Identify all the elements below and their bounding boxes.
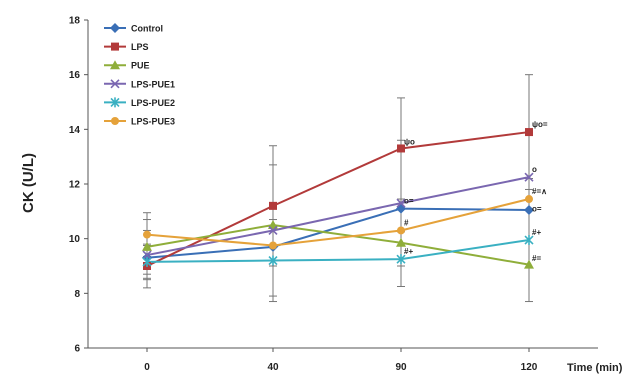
data-point [110, 60, 120, 70]
data-point [110, 97, 120, 108]
series-line [146, 223, 530, 266]
legend-label: LPS-PUE2 [131, 98, 175, 108]
data-point [396, 198, 406, 208]
data-point [268, 225, 278, 236]
data-point [111, 42, 119, 51]
data-point [269, 241, 277, 250]
data-point [525, 195, 533, 204]
x-tick-label: 0 [144, 362, 150, 373]
significance-annotation: #+ [404, 247, 413, 256]
data-point [269, 201, 277, 210]
y-tick-label: 10 [69, 234, 81, 245]
x-tick-label: 120 [521, 362, 538, 373]
significance-annotation: #=∧ [532, 187, 547, 196]
data-point [525, 128, 533, 137]
significance-annotation: #= [532, 254, 541, 263]
data-point [524, 204, 534, 215]
significance-annotation: ψο [404, 138, 415, 147]
data-point [396, 254, 406, 265]
series-line [146, 131, 530, 267]
significance-annotation: ο= [404, 196, 414, 205]
data-point [397, 144, 405, 153]
data-point [143, 230, 151, 239]
series-line [146, 207, 530, 259]
y-axis-label: CK (U/L) [20, 153, 37, 213]
x-axis-label: Time (min) [567, 362, 623, 374]
legend-label: LPS [131, 42, 149, 52]
x-tick-label: 90 [395, 362, 407, 373]
series-line [146, 239, 530, 263]
data-point [396, 237, 406, 247]
series-line [146, 176, 530, 257]
data-point [268, 255, 278, 266]
y-tick-label: 6 [74, 344, 80, 355]
data-point [524, 235, 534, 246]
significance-annotation: # [404, 218, 409, 227]
data-point [524, 259, 534, 269]
axes: 6 8 10 12 14 16 18 0 40 90 120 [69, 16, 598, 373]
legend-label: LPS-PUE3 [131, 117, 175, 127]
data-point [524, 172, 534, 182]
y-tick-label: 8 [74, 289, 80, 300]
y-tick-label: 18 [69, 16, 81, 27]
legend-label: PUE [131, 61, 150, 71]
legend-label: LPS-PUE1 [131, 79, 175, 89]
series-markers [142, 128, 534, 270]
legend: Control LPS PUE LPS-PUE1 LPS-PUE2 LPS-PUE3 [104, 23, 175, 127]
data-point [111, 117, 119, 125]
significance-annotation: #+ [532, 228, 541, 237]
significance-annotation: ψο= [532, 120, 548, 129]
data-point [268, 220, 278, 229]
data-point [110, 23, 120, 33]
data-point [142, 256, 152, 267]
y-tick-label: 12 [69, 180, 81, 191]
data-point [142, 241, 152, 251]
data-point [110, 79, 120, 89]
significance-annotation: ο [532, 165, 537, 174]
x-tick-label: 40 [267, 362, 279, 373]
data-point [142, 250, 152, 260]
significance-annotation: ο= [532, 205, 542, 214]
series-line [146, 198, 530, 247]
data-point [397, 226, 405, 235]
y-tick-label: 14 [69, 125, 81, 136]
y-tick-label: 16 [69, 70, 81, 81]
legend-label: Control [131, 24, 163, 34]
series-lines [146, 131, 530, 267]
significance-annotations: ψο ψο= ο ο= #=∧ ο= # #+ #+ #= [404, 120, 548, 263]
